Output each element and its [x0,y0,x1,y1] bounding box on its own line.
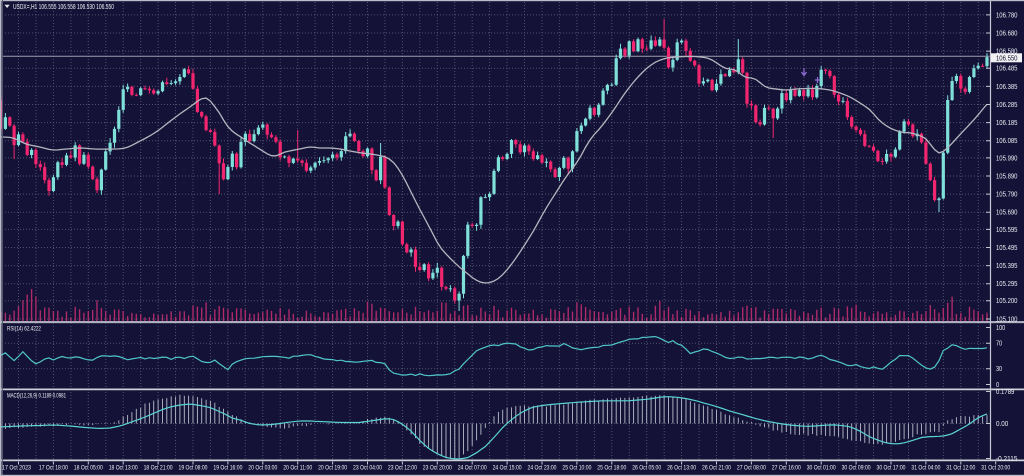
svg-text:19 Oct 08:00: 19 Oct 08:00 [179,466,209,472]
svg-text:30 Oct 01:00: 30 Oct 01:00 [807,466,837,472]
svg-text:106.485: 106.485 [996,66,1018,73]
svg-text:106.580: 106.580 [996,49,1018,56]
svg-text:17 Oct 18:00: 17 Oct 18:00 [39,466,69,472]
svg-text:26 Oct 05:00: 26 Oct 05:00 [632,466,662,472]
svg-text:20 Oct 19:00: 20 Oct 19:00 [318,466,348,472]
svg-text:31 Oct 04:00: 31 Oct 04:00 [911,466,941,472]
svg-text:18 Oct 13:00: 18 Oct 13:00 [109,466,139,472]
svg-text:105.100: 105.100 [996,316,1018,323]
svg-text:106.780: 106.780 [996,12,1018,19]
svg-text:0.1789: 0.1789 [996,389,1014,396]
svg-text:31 Oct 20:00: 31 Oct 20:00 [981,466,1011,472]
svg-text:106.680: 106.680 [996,30,1018,37]
svg-text:-0.2115: -0.2115 [996,456,1018,463]
svg-text:18 Oct 05:00: 18 Oct 05:00 [74,466,104,472]
svg-text:30 Oct 09:00: 30 Oct 09:00 [842,466,872,472]
svg-text:24 Oct 15:00: 24 Oct 15:00 [493,466,523,472]
svg-text:24 Oct 07:00: 24 Oct 07:00 [458,466,488,472]
svg-text:100: 100 [996,325,1005,332]
svg-text:26 Oct 21:00: 26 Oct 21:00 [702,466,732,472]
svg-text:17 Oct 2023: 17 Oct 2023 [2,466,32,472]
svg-text:18 Oct 21:00: 18 Oct 21:00 [144,466,174,472]
svg-text:27 Oct 08:00: 27 Oct 08:00 [737,466,767,472]
svg-text:23 Oct 04:00: 23 Oct 04:00 [353,466,383,472]
svg-text:106.385: 106.385 [996,84,1018,91]
svg-text:31 Oct 12:00: 31 Oct 12:00 [946,466,976,472]
svg-text:105.395: 105.395 [996,263,1018,270]
svg-text:105.200: 105.200 [996,298,1018,305]
svg-text:25 Oct 18:00: 25 Oct 18:00 [597,466,627,472]
svg-text:USDX=,H1 106.555 106.558 106.: USDX=,H1 106.555 106.558 106.530 106.550 [13,4,114,11]
svg-text:30: 30 [996,366,1002,373]
svg-text:105.890: 105.890 [996,173,1018,180]
svg-text:105.295: 105.295 [996,281,1018,288]
svg-text:0.00: 0.00 [996,421,1008,428]
svg-text:105.595: 105.595 [996,227,1018,234]
svg-text:105.495: 105.495 [996,245,1018,252]
svg-text:27 Oct 16:00: 27 Oct 16:00 [772,466,802,472]
svg-text:24 Oct 23:00: 24 Oct 23:00 [528,466,558,472]
svg-text:105.690: 105.690 [996,210,1018,217]
svg-text:26 Oct 13:00: 26 Oct 13:00 [667,466,697,472]
svg-text:19 Oct 16:00: 19 Oct 16:00 [213,466,243,472]
svg-text:25 Oct 10:00: 25 Oct 10:00 [562,466,592,472]
svg-text:20 Oct 11:00: 20 Oct 11:00 [283,466,313,472]
svg-text:106.185: 106.185 [996,120,1018,127]
svg-text:23 Oct 20:00: 23 Oct 20:00 [423,466,453,472]
svg-text:0: 0 [996,382,999,389]
svg-text:23 Oct 12:00: 23 Oct 12:00 [388,466,418,472]
svg-text:70: 70 [996,341,1002,348]
svg-text:106.285: 106.285 [996,102,1018,109]
svg-text:RSI(14) 62.4222: RSI(14) 62.4222 [7,326,41,333]
svg-text:20 Oct 03:00: 20 Oct 03:00 [248,466,278,472]
svg-text:MACD(12,26,9) 0.1189 0.0981: MACD(12,26,9) 0.1189 0.0981 [7,393,66,400]
svg-text:105.790: 105.790 [996,192,1018,199]
svg-text:106.550: 106.550 [996,56,1018,63]
svg-text:106.085: 106.085 [996,138,1018,145]
svg-text:105.990: 105.990 [996,155,1018,162]
svg-text:30 Oct 17:00: 30 Oct 17:00 [877,466,907,472]
